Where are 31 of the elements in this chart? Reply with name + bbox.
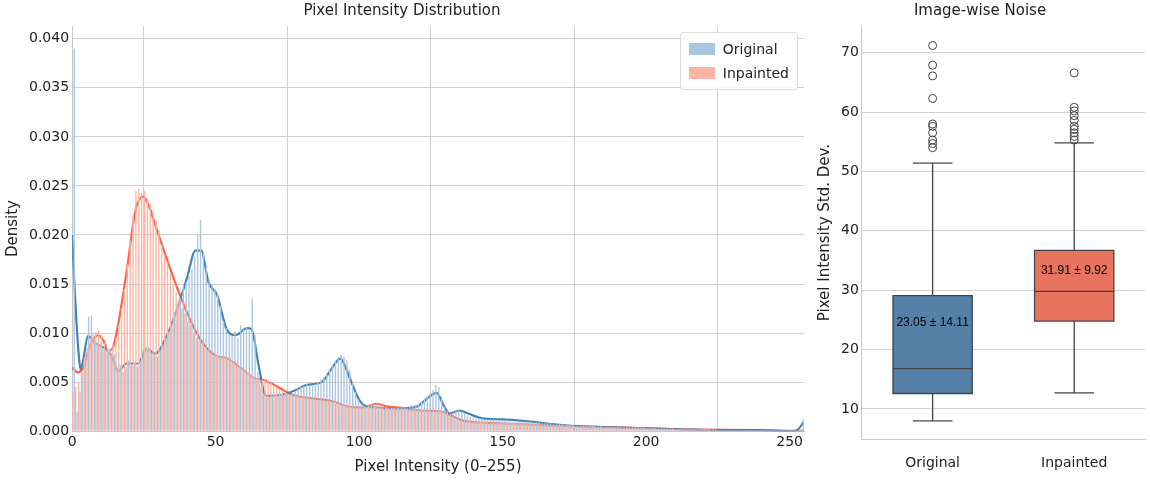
y-tick-label: 0.000 (28, 421, 70, 438)
y-axis-title: Pixel Intensity Std. Dev. (814, 143, 833, 322)
x-axis-title: Pixel Intensity (0–255) (354, 456, 522, 475)
y-tick-label: 60 (840, 102, 859, 119)
y-tick-label: 20 (840, 340, 859, 357)
y-tick-label: 0.025 (28, 176, 70, 193)
x-tick-label: 100 (345, 433, 373, 450)
x-tick-label: 50 (206, 433, 225, 450)
x-tick-label: 0 (67, 433, 77, 450)
y-tick-label: 0.040 (28, 29, 70, 46)
y-tick-label: 0.015 (28, 274, 70, 291)
y-tick-label: 70 (840, 43, 859, 60)
y-tick-label: 30 (840, 280, 859, 297)
x-tick-label: 250 (776, 433, 804, 450)
y-tick-label: 0.035 (28, 78, 70, 95)
y-tick-label: 0.020 (28, 225, 70, 242)
chart-title: Image-wise Noise (913, 0, 1047, 19)
legend-label: Inpainted (722, 65, 789, 81)
y-tick-label: 10 (840, 399, 859, 416)
y-tick-label: 40 (840, 221, 859, 238)
y-tick-label: 0.030 (28, 127, 70, 144)
chart-title: Pixel Intensity Distribution (303, 0, 501, 19)
y-tick-label: 50 (840, 162, 859, 179)
x-tick-label: 200 (632, 433, 660, 450)
annotation: 23.05 ± 14.11 (896, 315, 970, 330)
annotation: 31.91 ± 9.92 (1040, 262, 1108, 277)
x-tick-label: 150 (489, 433, 516, 450)
y-tick-label: 0.005 (28, 372, 70, 389)
y-axis-title: Density (2, 199, 21, 258)
y-tick-label: 0.010 (28, 323, 70, 340)
legend-label: Original (722, 41, 778, 57)
